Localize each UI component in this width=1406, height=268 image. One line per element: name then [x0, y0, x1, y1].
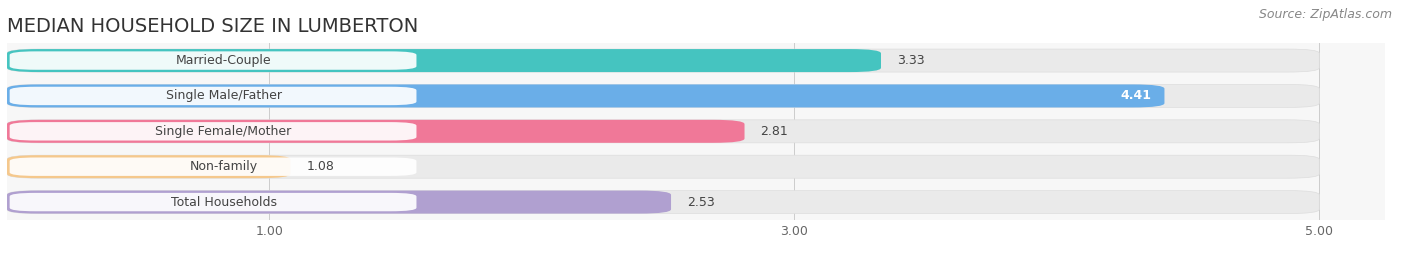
FancyBboxPatch shape: [7, 191, 671, 214]
FancyBboxPatch shape: [10, 87, 416, 105]
FancyBboxPatch shape: [7, 84, 1319, 107]
FancyBboxPatch shape: [7, 120, 1319, 143]
Text: Non-family: Non-family: [190, 160, 257, 173]
Text: MEDIAN HOUSEHOLD SIZE IN LUMBERTON: MEDIAN HOUSEHOLD SIZE IN LUMBERTON: [7, 17, 418, 36]
FancyBboxPatch shape: [7, 49, 1319, 72]
Text: Total Households: Total Households: [170, 196, 277, 209]
FancyBboxPatch shape: [10, 51, 416, 70]
Text: Married-Couple: Married-Couple: [176, 54, 271, 67]
Text: 2.53: 2.53: [686, 196, 714, 209]
Text: Single Male/Father: Single Male/Father: [166, 90, 281, 102]
FancyBboxPatch shape: [10, 158, 416, 176]
FancyBboxPatch shape: [10, 122, 416, 140]
FancyBboxPatch shape: [7, 84, 1164, 107]
Text: 4.41: 4.41: [1121, 90, 1152, 102]
FancyBboxPatch shape: [10, 193, 416, 211]
FancyBboxPatch shape: [7, 155, 291, 178]
Text: 3.33: 3.33: [897, 54, 924, 67]
FancyBboxPatch shape: [7, 49, 882, 72]
FancyBboxPatch shape: [7, 155, 1319, 178]
Text: Source: ZipAtlas.com: Source: ZipAtlas.com: [1258, 8, 1392, 21]
Text: 2.81: 2.81: [761, 125, 787, 138]
FancyBboxPatch shape: [7, 120, 745, 143]
FancyBboxPatch shape: [7, 191, 1319, 214]
Text: 1.08: 1.08: [307, 160, 335, 173]
Text: Single Female/Mother: Single Female/Mother: [156, 125, 291, 138]
